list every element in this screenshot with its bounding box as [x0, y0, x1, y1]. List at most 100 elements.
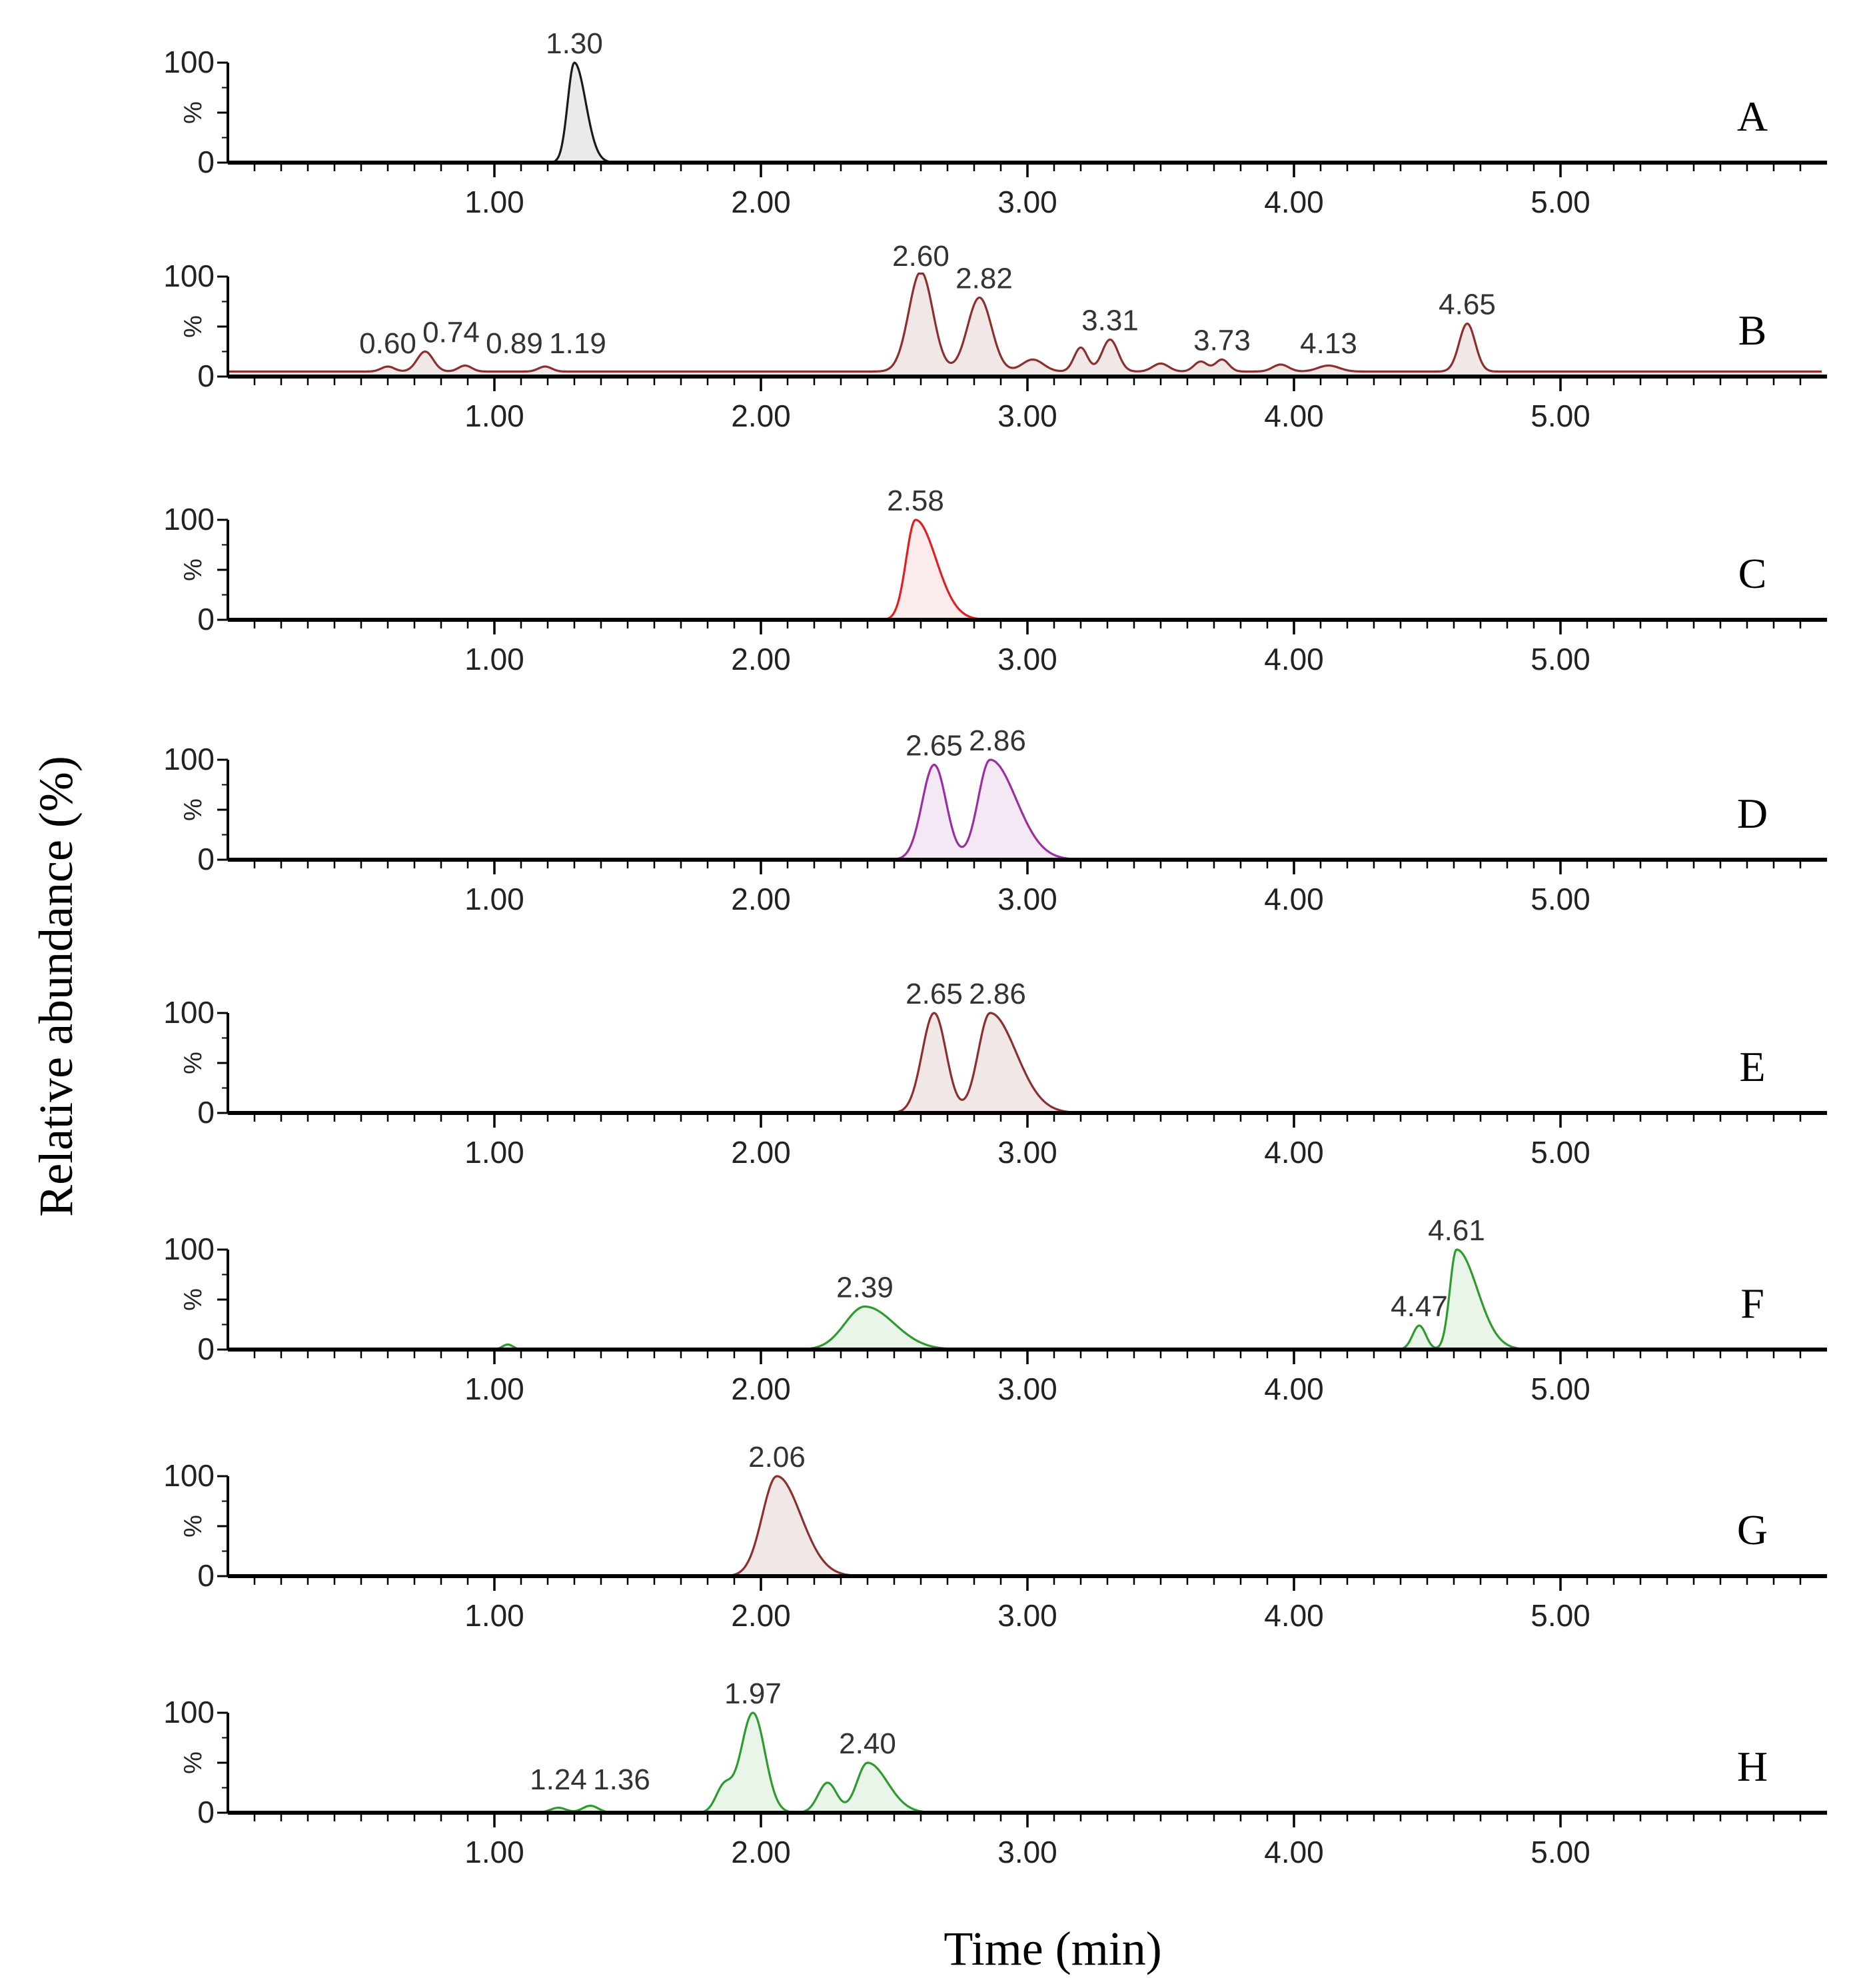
x-tick-label: 5.00: [1531, 1835, 1590, 1869]
panel-g: 1.00 2.00 3.00 4.00 5.00 100 0% G 2.06: [163, 1441, 1827, 1633]
peak-area: [228, 520, 1822, 620]
x-tick-label: 5.00: [1531, 1135, 1590, 1170]
peak-rt-label: 4.61: [1428, 1214, 1485, 1247]
x-tick-label: 1.00: [464, 882, 524, 916]
peak-rt-label: 2.60: [892, 240, 949, 273]
y-unit-label: %: [179, 558, 207, 581]
x-tick-label: 3.00: [997, 1835, 1057, 1869]
x-axis-title: Time (min): [943, 1922, 1161, 1975]
panel-b: 1.00 2.00 3.00 4.00 5.00 100 0% B 0.60 0.74 0.89 1.…: [163, 240, 1827, 433]
y-tick-label-0: 0: [197, 1558, 215, 1593]
x-tick-label: 3.00: [997, 882, 1057, 916]
panel-letter: C: [1738, 550, 1767, 597]
peak-rt-label: 2.65: [906, 729, 963, 762]
peak-rt-label: 1.24: [530, 1763, 587, 1796]
x-tick-label: 5.00: [1531, 399, 1590, 433]
x-tick-label: 3.00: [997, 185, 1057, 219]
x-tick-label: 4.00: [1264, 399, 1324, 433]
panels-group: 1.00 2.00 3.00 4.00 5.00 100 0% A 1.30 1.00 2.00 3.…: [163, 27, 1827, 1869]
y-tick-label-0: 0: [197, 602, 215, 636]
peak-area: [228, 1476, 1822, 1576]
trace-line: [228, 518, 1822, 621]
peak-rt-label: 3.73: [1193, 324, 1251, 357]
x-tick-label: 5.00: [1531, 185, 1590, 219]
y-unit-label: %: [179, 1751, 207, 1774]
x-tick-label: 3.00: [997, 1372, 1057, 1406]
panel-c: 1.00 2.00 3.00 4.00 5.00 100 0% C 2.58: [163, 485, 1827, 676]
y-unit-label: %: [179, 101, 207, 124]
panel-letter: B: [1738, 307, 1767, 354]
y-tick-label-100: 100: [163, 1458, 215, 1493]
x-tick-label: 5.00: [1531, 1372, 1590, 1406]
y-tick-label-0: 0: [197, 1095, 215, 1130]
y-axis-title: Relative abundance (%): [29, 756, 83, 1217]
peak-rt-label: 3.31: [1081, 304, 1139, 337]
x-tick-label: 4.00: [1264, 882, 1324, 916]
panel-h: 1.00 2.00 3.00 4.00 5.00 100 0% H 1.24 1.36 1.97 2.…: [163, 1677, 1827, 1869]
peak-area: [228, 1713, 1822, 1813]
y-unit-label: %: [179, 315, 207, 338]
x-tick-label: 4.00: [1264, 185, 1324, 219]
y-tick-label-100: 100: [163, 1232, 215, 1266]
x-tick-label: 2.00: [731, 1372, 791, 1406]
y-tick-label-0: 0: [197, 1795, 215, 1829]
x-tick-label: 2.00: [731, 642, 791, 676]
peak-rt-label: 1.19: [549, 327, 606, 360]
y-unit-label: %: [179, 798, 207, 821]
x-tick-label: 3.00: [997, 1598, 1057, 1633]
peak-rt-label: 4.47: [1391, 1290, 1448, 1323]
x-tick-label: 1.00: [464, 1372, 524, 1406]
peak-area: [228, 63, 1822, 163]
peak-rt-label: 2.39: [836, 1272, 894, 1304]
y-unit-label: %: [179, 1052, 207, 1074]
y-tick-label-100: 100: [163, 502, 215, 536]
y-tick-label-100: 100: [163, 1695, 215, 1729]
peak-rt-label: 2.40: [839, 1727, 896, 1760]
peak-rt-label: 2.86: [969, 978, 1026, 1010]
x-tick-label: 4.00: [1264, 1835, 1324, 1869]
peak-rt-label: 4.13: [1300, 327, 1357, 360]
x-tick-label: 4.00: [1264, 1598, 1324, 1633]
x-tick-label: 5.00: [1531, 1598, 1590, 1633]
x-tick-label: 1.00: [464, 185, 524, 219]
x-tick-label: 3.00: [997, 1135, 1057, 1170]
x-tick-label: 1.00: [464, 642, 524, 676]
x-tick-label: 1.00: [464, 1135, 524, 1170]
y-tick-label-100: 100: [163, 995, 215, 1030]
trace-line: [228, 1711, 1822, 1814]
y-tick-label-100: 100: [163, 742, 215, 776]
panel-a: 1.00 2.00 3.00 4.00 5.00 100 0% A 1.30: [163, 27, 1827, 219]
trace-line: [228, 1475, 1822, 1577]
y-unit-label: %: [179, 1515, 207, 1537]
x-tick-label: 1.00: [464, 1835, 524, 1869]
y-tick-label-100: 100: [163, 259, 215, 293]
y-tick-label-0: 0: [197, 359, 215, 393]
panel-letter: F: [1740, 1280, 1764, 1327]
peak-rt-label: 0.74: [422, 317, 480, 349]
panel-letter: H: [1737, 1743, 1768, 1790]
x-tick-label: 2.00: [731, 1835, 791, 1869]
x-tick-label: 5.00: [1531, 882, 1590, 916]
trace-line: [228, 272, 1822, 373]
panel-f: 1.00 2.00 3.00 4.00 5.00 100 0% F 2.39 4.47 4.61: [163, 1214, 1827, 1406]
peak-area: [228, 760, 1822, 860]
x-tick-label: 2.00: [731, 399, 791, 433]
panel-d: 1.00 2.00 3.00 4.00 5.00 100 0% D 2.65 2.86: [163, 724, 1827, 916]
y-unit-label: %: [179, 1288, 207, 1311]
x-tick-label: 1.00: [464, 399, 524, 433]
peak-rt-label: 2.82: [955, 262, 1013, 295]
peak-area: [228, 1013, 1822, 1113]
x-tick-label: 4.00: [1264, 1372, 1324, 1406]
x-tick-label: 2.00: [731, 882, 791, 916]
trace-line: [228, 1248, 1822, 1351]
peak-rt-label: 1.36: [593, 1763, 650, 1796]
panel-letter: D: [1737, 790, 1768, 837]
x-tick-label: 2.00: [731, 1135, 791, 1170]
y-tick-label-0: 0: [197, 842, 215, 876]
peak-rt-label: 2.58: [887, 485, 944, 517]
x-tick-label: 3.00: [997, 399, 1057, 433]
x-tick-label: 2.00: [731, 1598, 791, 1633]
x-tick-label: 1.00: [464, 1598, 524, 1633]
peak-rt-label: 2.65: [906, 978, 963, 1010]
